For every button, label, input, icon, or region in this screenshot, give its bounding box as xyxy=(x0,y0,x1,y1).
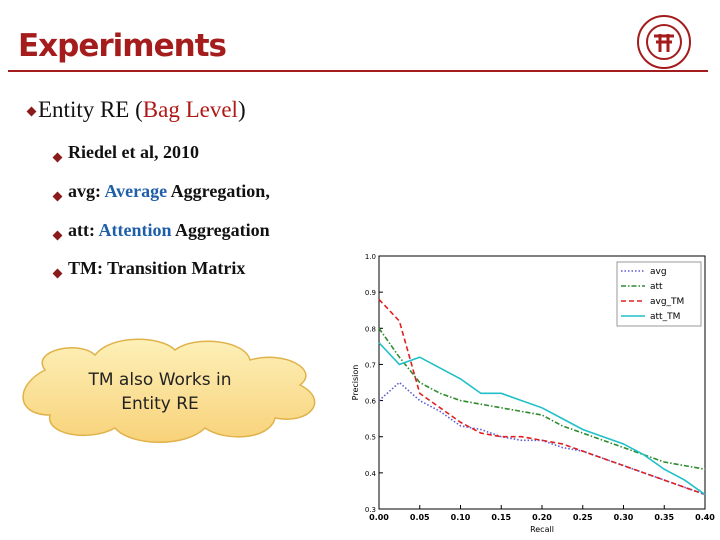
callout-cloud xyxy=(22,338,316,443)
x-axis-label: Recall xyxy=(530,525,554,534)
x-tick-label: 0.05 xyxy=(410,513,430,522)
x-tick-label: 0.10 xyxy=(451,513,471,522)
sub-bullet-marker xyxy=(52,268,63,279)
text: Bag Level xyxy=(142,97,238,122)
x-tick-label: 0.20 xyxy=(532,513,552,522)
x-tick-label: 0.15 xyxy=(491,513,511,522)
text: Riedel et al, 2010 xyxy=(68,142,199,162)
sub-bullet: att: Attention Aggregation xyxy=(68,220,270,241)
slide-title: Experiments xyxy=(18,28,227,64)
sub-bullet: TM: Transition Matrix xyxy=(68,258,245,279)
bullet-marker xyxy=(26,106,37,117)
sub-bullet-marker xyxy=(52,152,63,163)
text: Aggregation, xyxy=(167,181,270,201)
text: ) xyxy=(237,97,246,122)
x-tick-label: 0.40 xyxy=(695,513,715,522)
title-rule xyxy=(8,70,708,72)
text: att: xyxy=(68,220,99,240)
callout-text: TM also Works in Entity RE xyxy=(88,370,232,414)
series-line xyxy=(378,298,706,496)
legend-label: att xyxy=(650,282,663,292)
y-tick-label: 0.3 xyxy=(365,506,376,514)
x-tick-label: 0.25 xyxy=(573,513,593,522)
sub-bullet-marker xyxy=(52,191,63,202)
legend-label: avg xyxy=(650,267,667,277)
y-axis-label: Precision xyxy=(351,365,360,401)
text: Entity RE ( xyxy=(38,97,143,122)
text: TM: Transition Matrix xyxy=(68,258,246,278)
y-tick-label: 1.0 xyxy=(365,253,376,261)
bullet: Entity RE (Bag Level) xyxy=(38,97,246,123)
text: Average xyxy=(104,181,168,201)
series-line xyxy=(378,381,706,496)
y-tick-label: 0.5 xyxy=(365,434,376,442)
y-tick-label: 0.4 xyxy=(365,470,377,478)
series-line xyxy=(378,342,706,496)
y-tick-label: 0.9 xyxy=(365,289,376,297)
sub-bullet: avg: Average Aggregation, xyxy=(68,181,270,202)
text: Attention xyxy=(98,220,172,240)
sub-bullet: Riedel et al, 2010 xyxy=(68,142,199,163)
y-tick-label: 0.8 xyxy=(365,325,376,333)
text: Aggregation xyxy=(171,220,270,240)
text: avg: xyxy=(68,181,105,201)
x-tick-label: 0.00 xyxy=(369,513,389,522)
sub-bullet-marker xyxy=(52,230,63,241)
legend-label: avg_TM xyxy=(650,297,684,307)
y-tick-label: 0.6 xyxy=(365,398,377,406)
series-line xyxy=(378,327,706,471)
x-tick-label: 0.30 xyxy=(614,513,634,522)
legend-label: att_TM xyxy=(650,312,680,322)
x-tick-label: 0.35 xyxy=(654,513,674,522)
chart: 0.00 0.05 0.10 0.15 0.20 0.25 0.30 0.35 0.40 0.3 0… xyxy=(351,253,715,534)
y-tick-label: 0.7 xyxy=(365,361,376,369)
logo xyxy=(637,15,691,69)
